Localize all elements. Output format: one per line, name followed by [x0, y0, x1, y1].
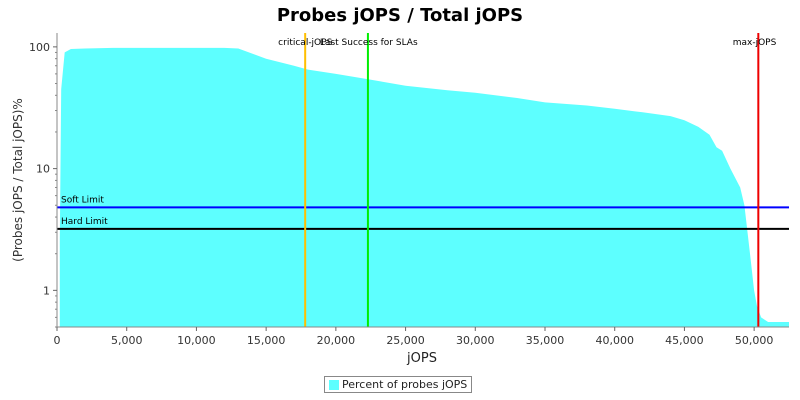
hline-label-hard-limit: Hard Limit [61, 217, 108, 227]
x-tick-label: 40,000 [595, 334, 634, 347]
x-tick-label: 10,000 [177, 334, 216, 347]
x-tick-label: 15,000 [247, 334, 286, 347]
y-axis-label: (Probes jOPS / Total jOPS)% [11, 98, 25, 262]
area-series-probes-jops [59, 47, 789, 328]
chart-title: Probes jOPS / Total jOPS [277, 5, 523, 26]
x-tick-label: 25,000 [386, 334, 425, 347]
x-tick-label: 35,000 [526, 334, 565, 347]
hline-label-soft-limit: Soft Limit [61, 195, 104, 205]
x-tick-label: 0 [54, 334, 61, 347]
legend-swatch [329, 379, 339, 390]
vline-label-max-jops: max-jOPS [733, 38, 777, 48]
vline-label-last-success-for-slas: Last Success for SLAs [320, 38, 418, 48]
x-tick-label: 45,000 [665, 334, 704, 347]
y-tick-label: 1 [43, 284, 50, 297]
y-tick-label: 10 [36, 163, 50, 176]
y-tick-label: 100 [29, 41, 50, 54]
legend: Percent of probes jOPS [324, 376, 473, 393]
x-tick-label: 50,000 [735, 334, 774, 347]
vline-label-critical-jops: critical-jOPS [278, 38, 332, 48]
x-axis-label: jOPS [406, 351, 437, 366]
x-tick-label: 5,000 [111, 334, 143, 347]
legend-label: Percent of probes jOPS [342, 378, 468, 391]
x-tick-label: 20,000 [317, 334, 356, 347]
x-tick-label: 30,000 [456, 334, 495, 347]
